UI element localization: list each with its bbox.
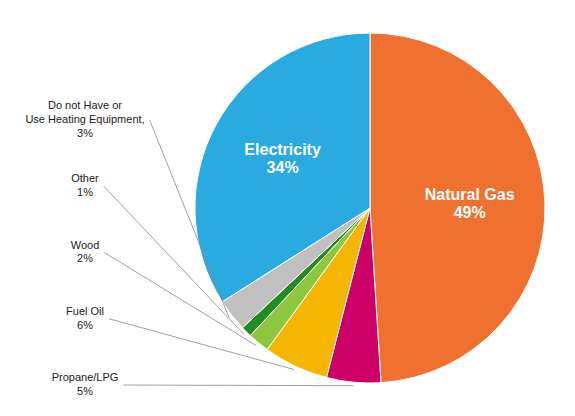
leader-line — [104, 253, 256, 346]
pie: Natural Gas49% Electricity34% — [195, 33, 545, 383]
slice-label: Do not Have orUse Heating Equipment, — [25, 99, 144, 125]
leader-line — [104, 186, 244, 334]
slice-value-label: 34% — [267, 159, 299, 176]
slice-label: Natural Gas — [425, 186, 515, 203]
slice-value-label: 2% — [77, 252, 93, 264]
slice-label: Propane/LPG — [52, 371, 119, 383]
pie-slice — [370, 33, 545, 383]
slice-value-label: 5% — [77, 385, 93, 397]
slice-label: Wood — [71, 238, 100, 250]
chart: Natural Gas49% Electricity34% Do not Have … — [0, 0, 575, 416]
leader-lines — [104, 120, 353, 386]
outside-labels: Do not Have orUse Heating Equipment, 3% Ot… — [25, 99, 144, 397]
leader-line — [109, 319, 294, 370]
slice-value-label: 49% — [454, 204, 486, 221]
leader-line — [123, 385, 353, 387]
slice-value-label: 6% — [77, 319, 93, 331]
slice-label: Fuel Oil — [66, 305, 104, 317]
slice-label: Other — [71, 172, 99, 184]
slice-value-label: 3% — [77, 127, 93, 139]
pie-slice — [195, 33, 370, 302]
slice-label: Electricity — [244, 141, 321, 158]
slice-value-label: 1% — [77, 186, 93, 198]
